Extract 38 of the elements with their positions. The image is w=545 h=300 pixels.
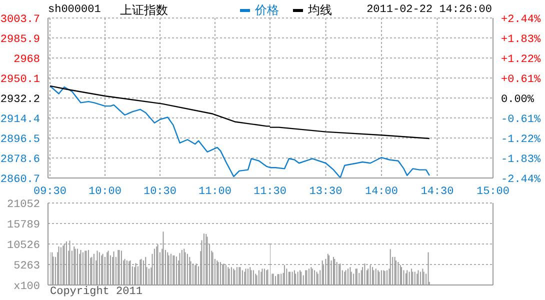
text: -0.61%: [501, 114, 541, 126]
x-tick-label: 10:00: [88, 186, 122, 198]
text: Copyright 2011: [50, 286, 142, 298]
x-tick-label: 14:30: [420, 186, 454, 198]
x-tick-label: 09:30: [33, 186, 67, 198]
text: +2.44%: [501, 14, 541, 26]
x-tick-label: 13:30: [309, 186, 342, 198]
x-tick-label: 11:00: [198, 186, 232, 198]
text: +1.83%: [501, 34, 541, 46]
y-tick-label: 2914.4: [0, 114, 40, 126]
y-tick-label: 2985.9: [0, 34, 40, 46]
y-tick-label: 21052: [6, 198, 40, 211]
text: +1.22%: [501, 54, 541, 66]
text: -1.83%: [501, 154, 541, 166]
y-tick-label: x100: [14, 280, 40, 293]
legend-label: 价格: [255, 2, 279, 19]
text: -2.44%: [501, 174, 541, 186]
text: +0.61%: [501, 74, 541, 86]
y-tick-label: 3003.7: [0, 14, 40, 26]
x-tick-label: 10:30: [143, 186, 177, 198]
y-tick-label: 2968: [14, 54, 40, 66]
y-tick-label: 2932.2: [0, 94, 40, 106]
legend-label: 均线: [308, 2, 332, 19]
text: 2011-02-22 14:26:00: [366, 4, 492, 16]
x-tick-label: 15:00: [476, 186, 510, 198]
y-tick-label: 2896.5: [0, 134, 40, 146]
x-tick-label: 14:00: [364, 186, 398, 198]
y-tick-label: 15789: [6, 219, 40, 232]
x-tick-label: 11:30: [253, 186, 287, 198]
y-tick-label: 2860.7: [0, 174, 40, 186]
y-tick-label: 2878.6: [0, 154, 40, 166]
text: 0.00%: [501, 94, 534, 106]
y-tick-label: 10526: [6, 240, 40, 252]
y-tick-label: 2950.1: [0, 74, 40, 86]
chart-title: 上证指数: [120, 2, 168, 19]
chart-subtitle: sh000001: [48, 4, 101, 16]
y-tick-label: 5263: [14, 260, 40, 272]
text: -1.22%: [501, 134, 541, 146]
